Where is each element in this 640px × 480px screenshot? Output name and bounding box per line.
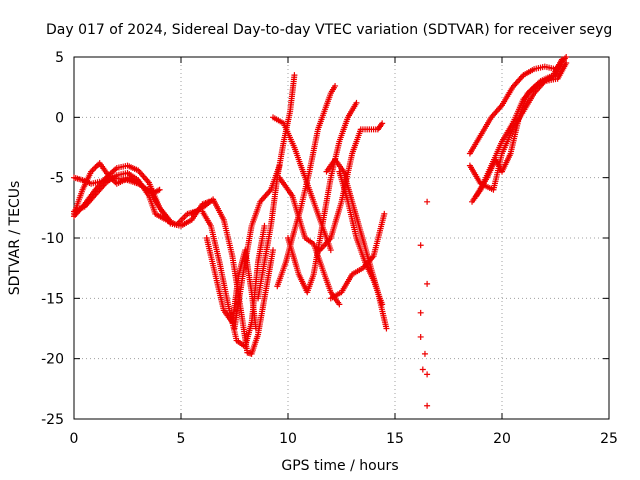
data-point xyxy=(261,222,268,229)
data-point xyxy=(417,333,424,340)
series-drop-b xyxy=(276,174,343,308)
series-rise-b xyxy=(255,72,298,302)
y-tick-label: 5 xyxy=(55,50,64,66)
data-point xyxy=(419,366,426,373)
data-marks xyxy=(71,54,570,409)
axis-ticks: 0 5 10 15 20 25 5 0 -5 -10 -15 -20 -25 xyxy=(41,50,618,447)
data-point xyxy=(167,218,174,225)
y-tick-label: -25 xyxy=(41,412,64,428)
y-tick-label: -5 xyxy=(50,171,64,187)
data-point xyxy=(270,247,277,254)
series-isolated xyxy=(417,198,431,409)
data-point xyxy=(424,280,431,287)
data-point xyxy=(291,72,298,79)
x-tick-label: 5 xyxy=(177,431,186,447)
data-point xyxy=(417,242,424,249)
data-point xyxy=(417,309,424,316)
data-point xyxy=(336,301,343,308)
series-rise-d xyxy=(327,210,388,302)
series-arc-early-d xyxy=(71,174,174,225)
x-tick-label: 0 xyxy=(70,431,79,447)
series-rise-c xyxy=(274,82,339,290)
x-axis-label: GPS time / hours xyxy=(281,458,398,474)
series-hump-b xyxy=(317,120,386,254)
data-point xyxy=(93,163,100,170)
y-tick-label: -15 xyxy=(41,291,64,307)
y-tick-label: -20 xyxy=(41,352,64,368)
data-point xyxy=(424,371,431,378)
series-fall-b xyxy=(336,168,386,308)
data-point xyxy=(332,82,339,89)
data-point xyxy=(424,402,431,409)
series-drop-a xyxy=(270,114,334,254)
data-point xyxy=(558,56,565,63)
data-point xyxy=(421,350,428,357)
data-point xyxy=(92,164,99,171)
data-point xyxy=(252,325,259,332)
data-point xyxy=(379,120,386,127)
y-axis-label: SDTVAR / TECUs xyxy=(7,181,23,296)
data-point xyxy=(381,210,388,217)
data-point xyxy=(379,301,386,308)
data-point xyxy=(563,60,570,67)
x-tick-label: 10 xyxy=(279,431,297,447)
y-tick-label: 0 xyxy=(55,110,64,126)
series-late-d xyxy=(466,60,570,193)
series-dip-a xyxy=(188,196,277,357)
y-tick-label: -10 xyxy=(41,231,64,247)
chart-title: Day 017 of 2024, Sidereal Day-to-day VTE… xyxy=(46,22,612,38)
grid-lines xyxy=(74,57,609,419)
data-point xyxy=(327,247,334,254)
x-tick-label: 25 xyxy=(600,431,618,447)
data-point xyxy=(90,165,97,172)
data-point xyxy=(353,99,360,106)
data-point xyxy=(156,186,163,193)
data-point xyxy=(383,325,390,332)
x-tick-label: 15 xyxy=(386,431,404,447)
data-point xyxy=(424,198,431,205)
data-point xyxy=(563,54,570,60)
x-tick-label: 20 xyxy=(493,431,511,447)
